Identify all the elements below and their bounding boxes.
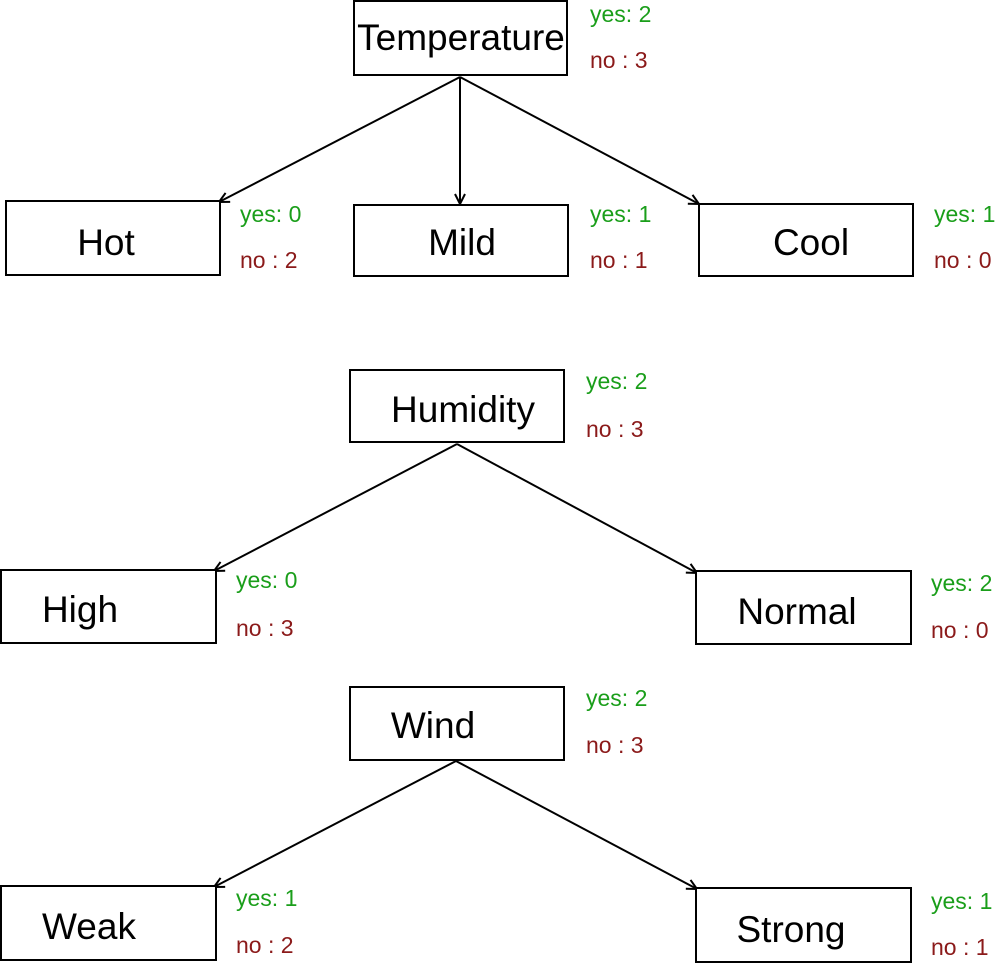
node-weak-box bbox=[0, 885, 217, 961]
node-strong-yes-count: yes: 1 bbox=[931, 888, 992, 914]
node-normal-box bbox=[695, 570, 912, 645]
node-temperature-no-count: no : 3 bbox=[590, 47, 648, 73]
node-humidity-box bbox=[349, 369, 565, 443]
node-temperature-label: Temperature bbox=[357, 17, 565, 58]
node-high: High yes: 0 no : 3 bbox=[0, 567, 297, 644]
node-mild-box bbox=[353, 204, 569, 277]
humidity-tree: Humidity yes: 2 no : 3 High yes: 0 no : … bbox=[0, 368, 992, 645]
node-hot-box bbox=[5, 200, 221, 276]
node-wind-yes-count: yes: 2 bbox=[586, 685, 647, 711]
node-cool: Cool yes: 1 no : 0 bbox=[698, 201, 995, 277]
node-temperature: Temperature yes: 2 no : 3 bbox=[353, 0, 651, 76]
node-hot-yes-count: yes: 0 bbox=[240, 201, 301, 227]
node-high-yes-count: yes: 0 bbox=[236, 567, 297, 593]
node-cool-no-count: no : 0 bbox=[934, 247, 992, 273]
node-mild-yes-count: yes: 1 bbox=[590, 201, 651, 227]
node-strong-box bbox=[695, 887, 912, 963]
edge-humidity-normal bbox=[456, 443, 697, 573]
edge-temperature-hot bbox=[219, 76, 461, 202]
node-wind-no-count: no : 3 bbox=[586, 732, 644, 758]
node-temperature-box bbox=[353, 0, 568, 76]
node-weak-yes-count: yes: 1 bbox=[236, 885, 297, 911]
node-humidity-label: Humidity bbox=[391, 389, 535, 430]
node-mild-no-count: no : 1 bbox=[590, 247, 648, 273]
node-cool-yes-count: yes: 1 bbox=[934, 201, 995, 227]
node-humidity-no-count: no : 3 bbox=[586, 416, 644, 442]
node-hot: Hot yes: 0 no : 2 bbox=[5, 200, 301, 276]
node-hot-label: Hot bbox=[77, 222, 135, 263]
node-mild-label: Mild bbox=[428, 222, 496, 263]
edge-wind-weak bbox=[214, 760, 457, 887]
node-normal-no-count: no : 0 bbox=[931, 617, 989, 643]
edge-temperature-cool bbox=[459, 76, 699, 204]
node-weak: Weak yes: 1 no : 2 bbox=[0, 885, 297, 961]
node-hot-no-count: no : 2 bbox=[240, 247, 298, 273]
node-cool-label: Cool bbox=[773, 222, 849, 263]
node-mild: Mild yes: 1 no : 1 bbox=[353, 201, 651, 277]
node-wind: Wind yes: 2 no : 3 bbox=[349, 685, 647, 761]
edge-wind-strong bbox=[455, 760, 697, 889]
node-strong: Strong yes: 1 no : 1 bbox=[695, 887, 992, 963]
node-humidity: Humidity yes: 2 no : 3 bbox=[349, 368, 647, 443]
node-high-box bbox=[0, 569, 217, 644]
node-wind-box bbox=[349, 686, 565, 761]
node-temperature-yes-count: yes: 2 bbox=[590, 1, 651, 27]
node-normal: Normal yes: 2 no : 0 bbox=[695, 570, 992, 645]
node-weak-no-count: no : 2 bbox=[236, 932, 294, 958]
node-strong-label: Strong bbox=[736, 909, 845, 950]
node-high-no-count: no : 3 bbox=[236, 615, 294, 641]
temperature-tree: Temperature yes: 2 no : 3 Hot yes: 0 no … bbox=[5, 0, 995, 277]
node-cool-box bbox=[698, 203, 914, 277]
node-normal-yes-count: yes: 2 bbox=[931, 570, 992, 596]
node-wind-label: Wind bbox=[391, 705, 475, 746]
node-strong-no-count: no : 1 bbox=[931, 934, 989, 960]
node-weak-label: Weak bbox=[42, 906, 136, 947]
node-normal-label: Normal bbox=[737, 591, 856, 632]
edge-humidity-high bbox=[214, 443, 458, 571]
wind-tree: Wind yes: 2 no : 3 Weak yes: 1 no : 2 St… bbox=[0, 685, 992, 963]
node-humidity-yes-count: yes: 2 bbox=[586, 368, 647, 394]
node-high-label: High bbox=[42, 589, 118, 630]
